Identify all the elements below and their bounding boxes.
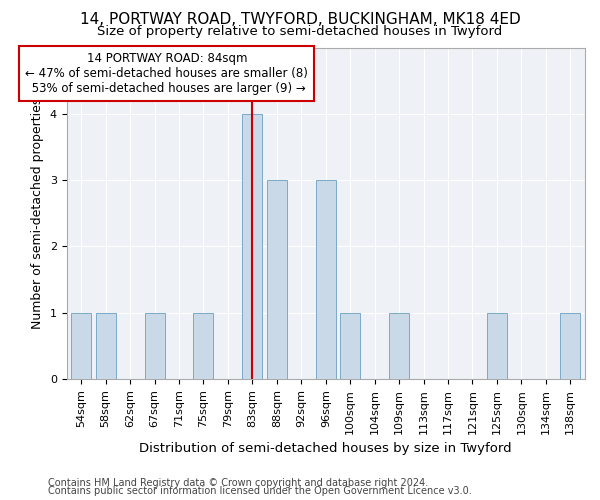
Bar <box>487 313 507 379</box>
Text: 14 PORTWAY ROAD: 84sqm
← 47% of semi-detached houses are smaller (8)
 53% of sem: 14 PORTWAY ROAD: 84sqm ← 47% of semi-det… <box>25 52 308 95</box>
X-axis label: Distribution of semi-detached houses by size in Twyford: Distribution of semi-detached houses by … <box>139 442 512 455</box>
Text: Contains HM Land Registry data © Crown copyright and database right 2024.: Contains HM Land Registry data © Crown c… <box>48 478 428 488</box>
Bar <box>560 313 580 379</box>
Y-axis label: Number of semi-detached properties: Number of semi-detached properties <box>31 98 44 329</box>
Bar <box>316 180 336 379</box>
Bar <box>95 313 116 379</box>
Text: Size of property relative to semi-detached houses in Twyford: Size of property relative to semi-detach… <box>97 25 503 38</box>
Bar <box>193 313 214 379</box>
Bar <box>340 313 360 379</box>
Bar <box>145 313 164 379</box>
Bar <box>389 313 409 379</box>
Text: 14, PORTWAY ROAD, TWYFORD, BUCKINGHAM, MK18 4ED: 14, PORTWAY ROAD, TWYFORD, BUCKINGHAM, M… <box>80 12 520 28</box>
Bar <box>267 180 287 379</box>
Bar <box>71 313 91 379</box>
Text: Contains public sector information licensed under the Open Government Licence v3: Contains public sector information licen… <box>48 486 472 496</box>
Bar <box>242 114 262 379</box>
